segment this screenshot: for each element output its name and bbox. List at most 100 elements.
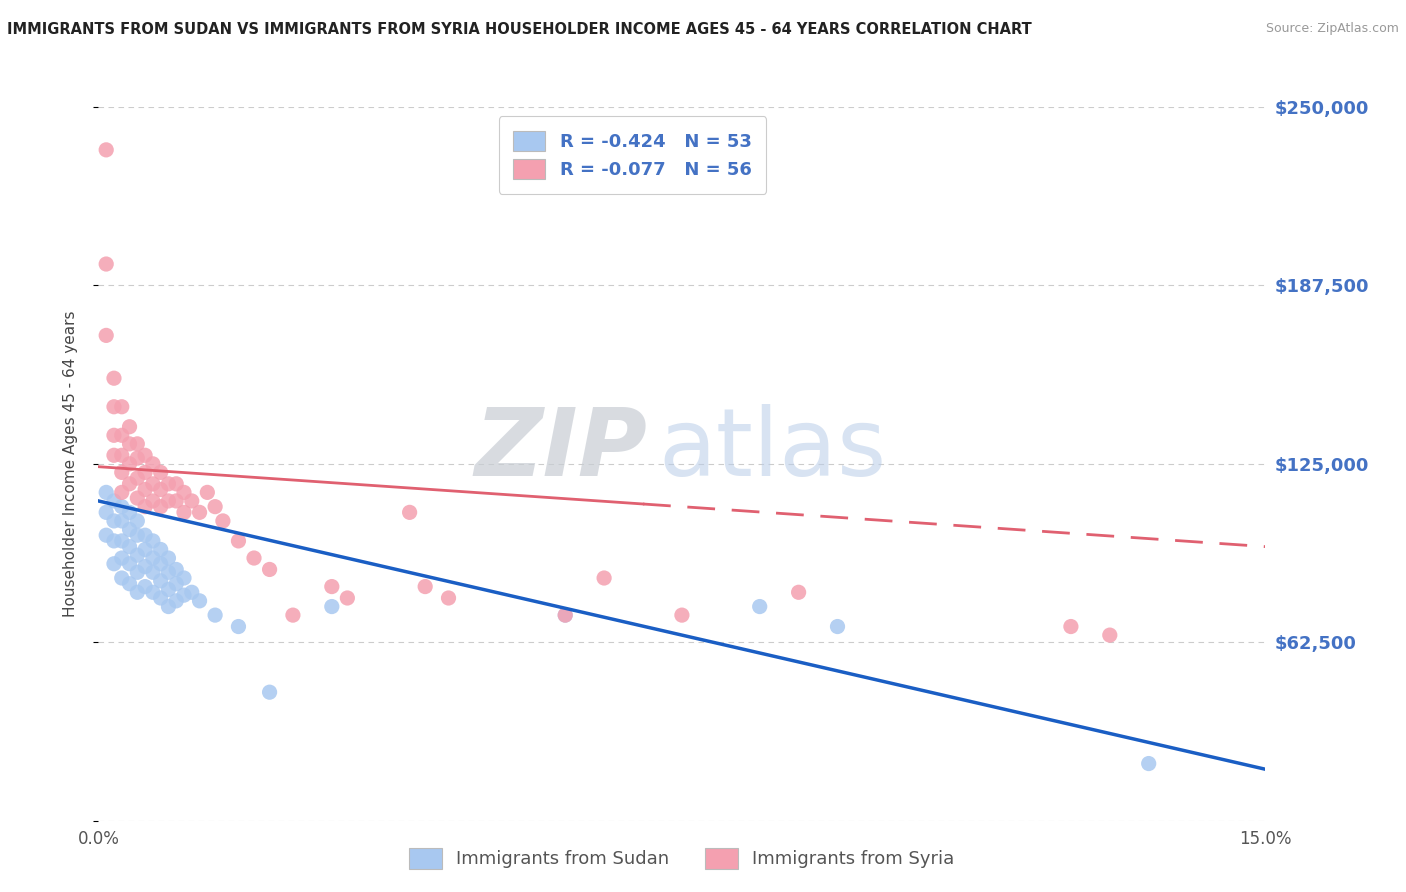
Point xyxy=(149,483,172,497)
Point xyxy=(165,576,187,591)
Point xyxy=(111,551,134,566)
Legend: Immigrants from Sudan, Immigrants from Syria: Immigrants from Sudan, Immigrants from S… xyxy=(395,833,969,883)
Point xyxy=(127,528,149,542)
Point xyxy=(127,471,149,485)
Point xyxy=(157,582,180,597)
Point xyxy=(103,557,125,571)
Point xyxy=(195,485,218,500)
Point xyxy=(149,591,172,605)
Point xyxy=(134,483,156,497)
Point xyxy=(111,466,134,480)
Point xyxy=(134,528,156,542)
Text: ZIP: ZIP xyxy=(474,403,647,496)
Point xyxy=(149,557,172,571)
Point xyxy=(118,576,141,591)
Point xyxy=(111,533,134,548)
Point xyxy=(413,580,436,594)
Point xyxy=(398,505,420,519)
Point xyxy=(134,448,156,462)
Point xyxy=(243,551,266,566)
Point xyxy=(336,591,359,605)
Point xyxy=(554,608,576,623)
Point xyxy=(149,466,172,480)
Point xyxy=(103,400,125,414)
Point xyxy=(118,505,141,519)
Point xyxy=(103,494,125,508)
Point xyxy=(96,505,118,519)
Point xyxy=(173,505,195,519)
Point xyxy=(157,551,180,566)
Point xyxy=(157,494,180,508)
Point xyxy=(96,528,118,542)
Point xyxy=(228,533,250,548)
Point xyxy=(127,491,149,505)
Point xyxy=(1137,756,1160,771)
Point xyxy=(157,599,180,614)
Point xyxy=(142,566,165,580)
Point xyxy=(103,371,125,385)
Point xyxy=(204,500,226,514)
Point xyxy=(827,619,849,633)
Point xyxy=(142,476,165,491)
Text: Source: ZipAtlas.com: Source: ZipAtlas.com xyxy=(1265,22,1399,36)
Point xyxy=(671,608,693,623)
Point xyxy=(127,437,149,451)
Point xyxy=(96,485,118,500)
Point xyxy=(142,551,165,566)
Point xyxy=(96,257,118,271)
Point xyxy=(103,428,125,442)
Point xyxy=(165,562,187,576)
Point xyxy=(134,466,156,480)
Text: IMMIGRANTS FROM SUDAN VS IMMIGRANTS FROM SYRIA HOUSEHOLDER INCOME AGES 45 - 64 Y: IMMIGRANTS FROM SUDAN VS IMMIGRANTS FROM… xyxy=(7,22,1032,37)
Point xyxy=(259,562,281,576)
Point xyxy=(259,685,281,699)
Point xyxy=(787,585,810,599)
Point xyxy=(173,485,195,500)
Point xyxy=(228,619,250,633)
Text: atlas: atlas xyxy=(658,403,887,496)
Point xyxy=(96,328,118,343)
Point xyxy=(118,476,141,491)
Point xyxy=(111,448,134,462)
Point xyxy=(212,514,235,528)
Point xyxy=(134,580,156,594)
Point xyxy=(149,542,172,557)
Point xyxy=(111,500,134,514)
Point xyxy=(1098,628,1121,642)
Point xyxy=(134,559,156,574)
Point xyxy=(127,566,149,580)
Point xyxy=(127,451,149,466)
Point xyxy=(149,574,172,588)
Point xyxy=(118,437,141,451)
Point xyxy=(103,448,125,462)
Point xyxy=(118,523,141,537)
Point xyxy=(157,476,180,491)
Point xyxy=(180,494,202,508)
Point xyxy=(142,494,165,508)
Point xyxy=(118,419,141,434)
Point xyxy=(142,457,165,471)
Point xyxy=(321,580,343,594)
Point xyxy=(111,571,134,585)
Y-axis label: Householder Income Ages 45 - 64 years: Householder Income Ages 45 - 64 years xyxy=(63,310,77,617)
Point xyxy=(437,591,460,605)
Point xyxy=(103,533,125,548)
Point xyxy=(96,143,118,157)
Point xyxy=(180,585,202,599)
Point xyxy=(149,500,172,514)
Point xyxy=(142,533,165,548)
Point xyxy=(127,585,149,599)
Point xyxy=(134,500,156,514)
Point xyxy=(1060,619,1083,633)
Point xyxy=(173,588,195,602)
Point xyxy=(118,457,141,471)
Point xyxy=(157,566,180,580)
Point xyxy=(111,400,134,414)
Point xyxy=(134,542,156,557)
Point xyxy=(173,571,195,585)
Point xyxy=(321,599,343,614)
Point xyxy=(103,514,125,528)
Point xyxy=(593,571,616,585)
Point xyxy=(204,608,226,623)
Point xyxy=(188,505,211,519)
